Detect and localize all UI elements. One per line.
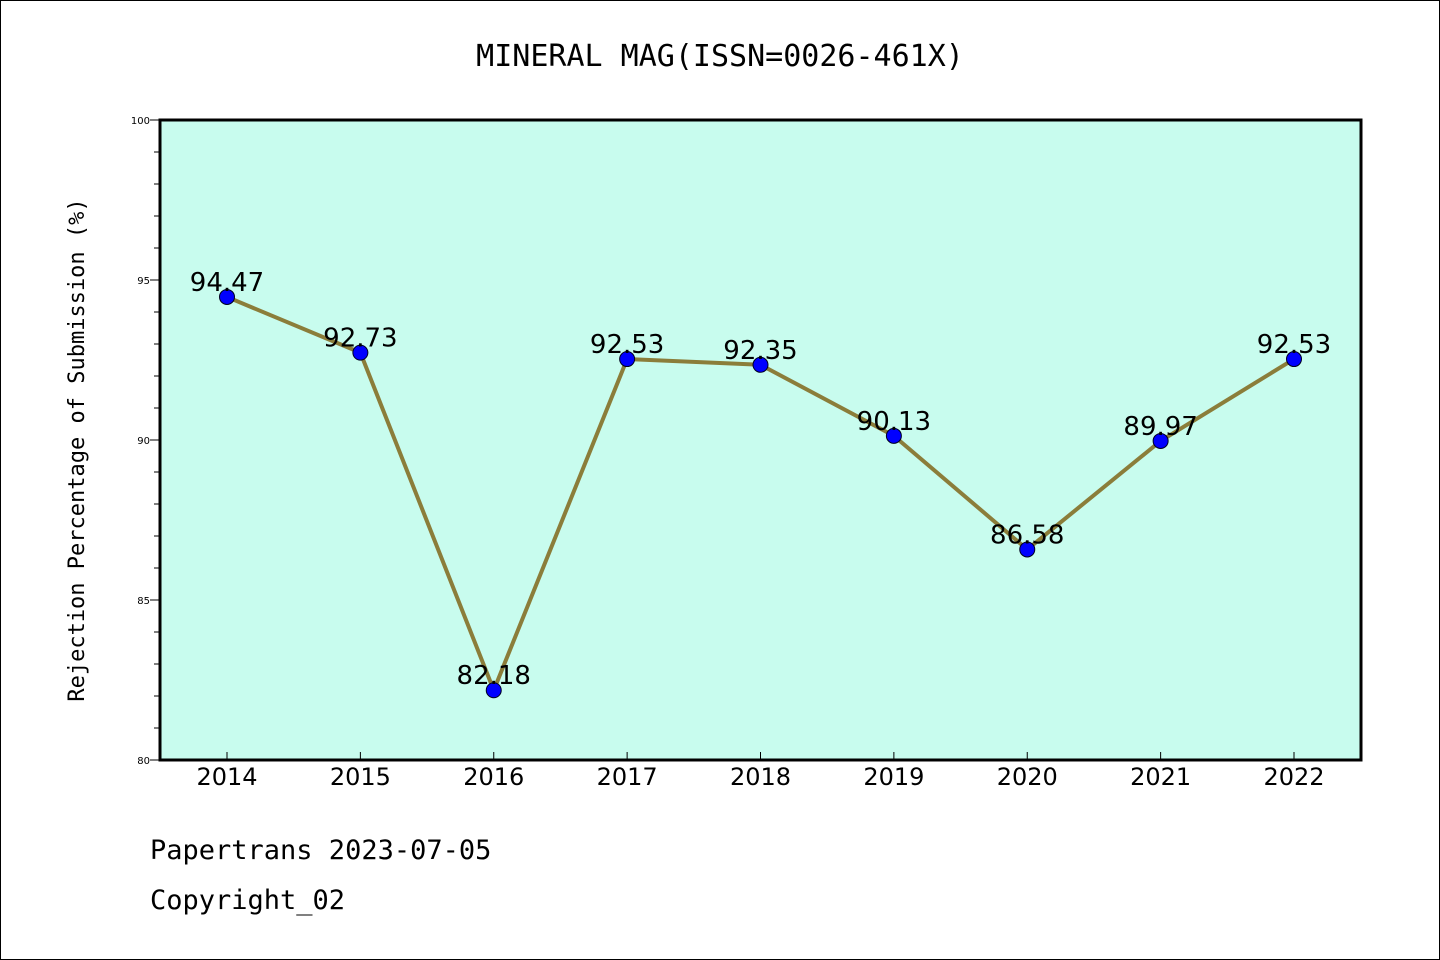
- data-point: [619, 351, 636, 368]
- x-tick-label: 2020: [997, 763, 1058, 791]
- data-point: [1152, 432, 1169, 449]
- footer-copyright: Copyright_02: [150, 885, 346, 916]
- x-tick-label: 2019: [863, 763, 924, 791]
- y-axis: 80 85 90 95 100: [131, 116, 160, 767]
- data-label: 90.13: [857, 407, 931, 437]
- plot-border: [158, 118, 1363, 762]
- data-label: 89.97: [1123, 412, 1197, 442]
- chart-title: MINERAL MAG(ISSN=0026-461X): [476, 39, 964, 74]
- footer-date: Papertrans 2023-07-05: [150, 835, 492, 866]
- y-tick-label: 100: [131, 116, 150, 127]
- y-tick-label: 80: [137, 756, 150, 767]
- data-point: [885, 427, 902, 444]
- data-label: 92.53: [590, 330, 664, 360]
- data-label: 82.18: [457, 661, 531, 691]
- x-tick-label: 2021: [1130, 763, 1191, 791]
- data-point: [1019, 541, 1036, 558]
- data-label: 94.47: [190, 268, 264, 298]
- series-rejection: 94.47 92.73 82.18 92.53 92.35 90.13 86.58 89.97…: [190, 268, 1331, 699]
- data-label: 86.58: [990, 520, 1064, 550]
- y-tick-label: 85: [137, 596, 150, 607]
- data-point: [352, 344, 369, 361]
- x-tick-label: 2016: [463, 763, 524, 791]
- x-axis: 2014 2015 2016 2017 2018 2019 2020 2021 2022: [196, 752, 1325, 791]
- x-tick-label: 2017: [597, 763, 658, 791]
- x-tick-label: 2022: [1263, 763, 1324, 791]
- data-point: [485, 682, 502, 699]
- data-point: [752, 356, 769, 373]
- y-axis-label: Rejection Percentage of Submission (%): [65, 198, 90, 701]
- data-point: [1286, 351, 1302, 368]
- data-point: [219, 288, 235, 305]
- data-label: 92.53: [1257, 330, 1331, 360]
- data-label: 92.73: [323, 324, 397, 354]
- x-tick-label: 2014: [196, 763, 257, 791]
- x-tick-label: 2018: [730, 763, 791, 791]
- x-tick-label: 2015: [330, 763, 391, 791]
- y-tick-label: 90: [137, 436, 150, 447]
- data-label: 92.35: [723, 336, 797, 366]
- y-tick-label: 95: [137, 276, 150, 287]
